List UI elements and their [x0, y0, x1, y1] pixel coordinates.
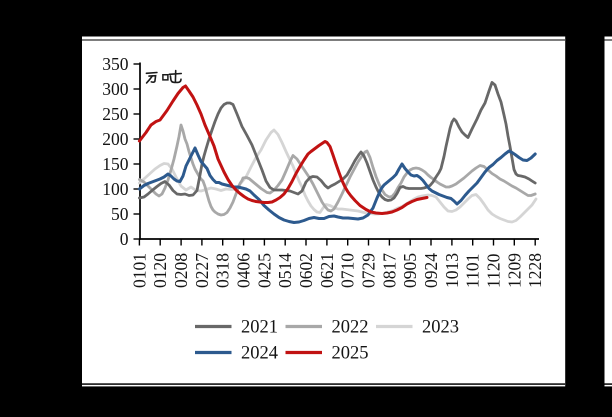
svg-text:0924: 0924: [421, 253, 441, 288]
svg-text:250: 250: [102, 104, 129, 124]
svg-text:0621: 0621: [317, 253, 337, 288]
svg-text:0425: 0425: [254, 253, 274, 288]
svg-text:2024: 2024: [241, 344, 278, 364]
svg-text:0120: 0120: [150, 253, 170, 288]
svg-text:0817: 0817: [379, 253, 399, 288]
svg-text:0318: 0318: [213, 253, 233, 288]
svg-text:2023: 2023: [422, 318, 459, 338]
svg-text:1228: 1228: [525, 253, 545, 288]
svg-text:0101: 0101: [129, 253, 149, 288]
svg-text:0406: 0406: [234, 253, 254, 288]
svg-text:0602: 0602: [296, 253, 316, 288]
svg-text:200: 200: [102, 129, 129, 149]
svg-text:1013: 1013: [442, 253, 462, 288]
svg-text:2021: 2021: [241, 318, 278, 338]
svg-text:50: 50: [111, 204, 129, 224]
svg-text:0710: 0710: [338, 253, 358, 288]
svg-text:1209: 1209: [504, 253, 524, 288]
svg-text:0227: 0227: [192, 253, 212, 288]
svg-text:0: 0: [120, 229, 129, 249]
svg-text:300: 300: [102, 79, 129, 99]
svg-text:0208: 0208: [171, 253, 191, 288]
svg-text:2022: 2022: [332, 318, 369, 338]
svg-text:2025: 2025: [332, 344, 369, 364]
svg-text:1101: 1101: [463, 254, 483, 288]
svg-text:0905: 0905: [400, 253, 420, 288]
svg-text:0514: 0514: [275, 253, 295, 288]
svg-text:350: 350: [102, 54, 129, 74]
svg-text:100: 100: [102, 179, 129, 199]
svg-text:150: 150: [102, 154, 129, 174]
svg-text:0729: 0729: [359, 253, 379, 288]
svg-text:1120: 1120: [484, 253, 504, 288]
